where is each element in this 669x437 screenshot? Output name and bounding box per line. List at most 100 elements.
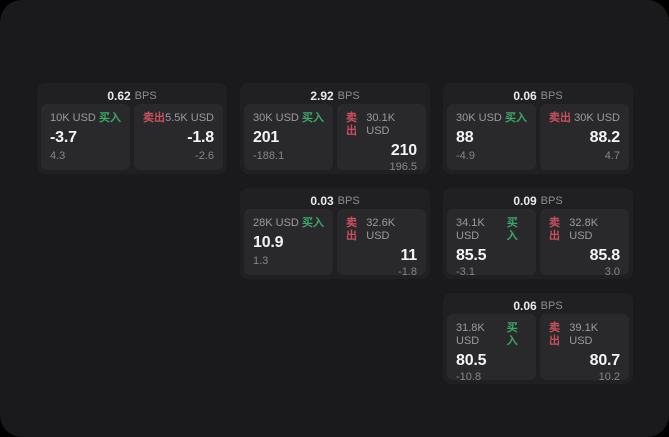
quote-card: 0.09 BPS 34.1K USD 买入 85.5 -3.1 卖出 [443,188,633,279]
sell-price: 85.8 [589,247,621,264]
quote-panels: 28K USD 买入 10.9 1.3 卖出 32.6K USD 11 -1.8 [244,209,426,278]
buy-quote-tile[interactable]: 10K USD 买入 -3.7 4.3 [41,104,130,170]
buy-price: 85.5 [456,247,487,264]
sell-tile-top-row: 卖出 32.8K USD [549,217,620,243]
sell-tile-top-row: 卖出 5.5K USD [143,112,214,125]
sell-side-label: 卖出 [549,112,571,124]
spread-value: 0.06 [513,298,537,313]
buy-size: 30K USD [456,112,502,124]
buy-price: -3.7 [50,129,77,146]
spread-header: 0.06 BPS [447,297,629,314]
sell-side-label: 卖出 [549,217,560,242]
buy-price: 88 [456,129,474,146]
buy-size: 10K USD [50,112,96,124]
spread-unit: BPS [540,299,563,312]
buy-change: -10.8 [456,371,482,383]
buy-side-label: 买入 [99,112,121,124]
buy-price: 201 [253,129,280,146]
sell-price: 210 [390,142,417,159]
buy-tile-top-row: 28K USD 买入 [253,217,324,230]
sell-size: 5.5K USD [165,112,214,124]
spread-header: 0.09 BPS [447,192,629,209]
sell-side-label: 卖出 [549,322,560,347]
spread-header: 2.92 BPS [244,87,426,104]
quote-card: 2.92 BPS 30K USD 买入 201 -188.1 卖出 [240,83,430,174]
sell-tile-top-row: 卖出 39.1K USD [549,322,620,348]
buy-price: 10.9 [253,234,284,251]
buy-size: 30K USD [253,112,299,124]
sell-tile-top-row: 卖出 30K USD [549,112,620,125]
spread-value: 0.06 [513,88,537,103]
quote-panels: 30K USD 买入 201 -188.1 卖出 30.1K USD 210 1… [244,104,426,173]
buy-tile-top-row: 30K USD 买入 [456,112,527,125]
buy-tile-top-row: 31.8K USD 买入 [456,322,527,348]
buy-quote-tile[interactable]: 28K USD 买入 10.9 1.3 [244,209,333,275]
sell-size: 32.8K USD [569,217,599,242]
sell-tile-top-row: 卖出 32.6K USD [346,217,417,243]
quote-panels: 31.8K USD 买入 80.5 -10.8 卖出 39.1K USD 80.… [447,314,629,383]
buy-side-label: 买入 [505,112,527,124]
spread-header: 0.62 BPS [41,87,223,104]
buy-quote-tile[interactable]: 30K USD 买入 201 -188.1 [244,104,333,170]
sell-price: -1.8 [187,129,214,146]
buy-side-label: 买入 [506,322,518,347]
quote-card: 0.06 BPS 31.8K USD 买入 80.5 -10.8 卖 [443,293,633,384]
buy-size: 34.1K USD [456,217,485,242]
sell-quote-tile[interactable]: 卖出 5.5K USD -1.8 -2.6 [134,104,223,170]
buy-change: -188.1 [253,150,285,162]
spread-value: 0.62 [107,88,131,103]
sell-price: 88.2 [589,129,621,146]
quote-panels: 30K USD 买入 88 -4.9 卖出 30K USD 88.2 4.7 [447,104,629,170]
sell-quote-tile[interactable]: 卖出 32.8K USD 85.8 3.0 [540,209,629,278]
sell-size: 30K USD [574,112,620,124]
sell-change: -1.8 [398,266,417,278]
quote-card-grid: 0.62 BPS 10K USD 买入 -3.7 4.3 卖出 [37,83,633,384]
sell-change: -2.6 [195,150,214,162]
sell-quote-tile[interactable]: 卖出 32.6K USD 11 -1.8 [337,209,426,278]
sell-quote-tile[interactable]: 卖出 30.1K USD 210 196.5 [337,104,426,173]
sell-quote-tile[interactable]: 卖出 39.1K USD 80.7 10.2 [540,314,629,383]
sell-size: 30.1K USD [366,112,396,137]
sell-quote-tile[interactable]: 卖出 30K USD 88.2 4.7 [540,104,629,170]
sell-change: 10.2 [598,371,620,383]
buy-tile-top-row: 30K USD 买入 [253,112,324,125]
buy-side-label: 买入 [302,217,324,229]
sell-price: 80.7 [589,352,621,369]
buy-side-label: 买入 [302,112,324,124]
spread-unit: BPS [337,89,360,102]
spread-unit: BPS [337,194,360,207]
spread-header: 0.06 BPS [447,87,629,104]
spread-value: 2.92 [310,88,334,103]
buy-size: 28K USD [253,217,299,229]
buy-quote-tile[interactable]: 30K USD 买入 88 -4.9 [447,104,536,170]
quote-card: 0.62 BPS 10K USD 买入 -3.7 4.3 卖出 [37,83,227,174]
spread-unit: BPS [134,89,157,102]
quote-panels: 10K USD 买入 -3.7 4.3 卖出 5.5K USD -1.8 -2.… [41,104,223,170]
buy-tile-top-row: 34.1K USD 买入 [456,217,527,243]
sell-tile-top-row: 卖出 30.1K USD [346,112,417,138]
sell-change: 4.7 [604,150,620,162]
quote-panels: 34.1K USD 买入 85.5 -3.1 卖出 32.8K USD 85.8… [447,209,629,278]
quote-card: 0.06 BPS 30K USD 买入 88 -4.9 卖出 [443,83,633,174]
sell-price: 11 [400,247,417,264]
sell-size: 39.1K USD [569,322,599,347]
buy-size: 31.8K USD [456,322,485,347]
buy-change: -3.1 [456,266,475,278]
spread-header: 0.03 BPS [244,192,426,209]
sell-change: 196.5 [389,161,417,173]
quote-card: 0.03 BPS 28K USD 买入 10.9 1.3 卖出 [240,188,430,279]
spread-unit: BPS [540,194,563,207]
buy-change: -4.9 [456,150,475,162]
buy-tile-top-row: 10K USD 买入 [50,112,121,125]
buy-side-label: 买入 [506,217,518,242]
buy-price: 80.5 [456,352,487,369]
sell-side-label: 卖出 [346,112,357,137]
sell-side-label: 卖出 [346,217,357,242]
buy-quote-tile[interactable]: 31.8K USD 买入 80.5 -10.8 [447,314,536,383]
sell-side-label: 卖出 [143,112,165,124]
spread-value: 0.03 [310,193,334,208]
buy-change: 4.3 [50,150,66,162]
buy-quote-tile[interactable]: 34.1K USD 买入 85.5 -3.1 [447,209,536,278]
